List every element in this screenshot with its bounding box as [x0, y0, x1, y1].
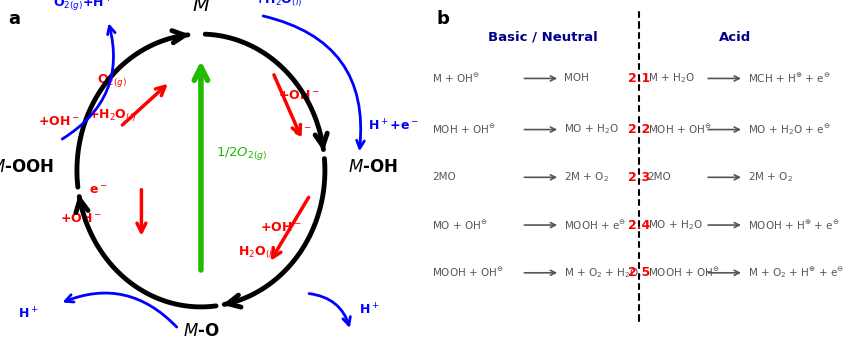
Text: 2.4: 2.4 [628, 219, 651, 232]
Text: M + H$_2$O: M + H$_2$O [648, 72, 694, 85]
Text: MOOH + e$^{\ominus}$: MOOH + e$^{\ominus}$ [564, 219, 627, 232]
Text: +OH$^-$: +OH$^-$ [261, 221, 302, 234]
Text: MO + OH$^{\ominus}$: MO + OH$^{\ominus}$ [432, 219, 487, 232]
Text: e$^-$: e$^-$ [292, 126, 311, 139]
Text: M + O$_2$ + H$^{\oplus}$ + e$^{\ominus}$: M + O$_2$ + H$^{\oplus}$ + e$^{\ominus}$ [748, 265, 844, 280]
Text: $\mathbf{\mathit{M}}$: $\mathbf{\mathit{M}}$ [192, 0, 210, 15]
Text: +H$_2$O$_{(l)}$: +H$_2$O$_{(l)}$ [115, 339, 163, 341]
Text: H$^+$: H$^+$ [359, 303, 380, 318]
Text: O$_{2(g)}$+H$^+$: O$_{2(g)}$+H$^+$ [53, 0, 113, 14]
Text: H$^+$+e$^-$: H$^+$+e$^-$ [368, 118, 418, 133]
Text: 2MO: 2MO [432, 172, 456, 182]
Text: 2.2: 2.2 [628, 123, 651, 136]
Text: MO + H$_2$O: MO + H$_2$O [648, 218, 703, 232]
Text: Acid: Acid [719, 31, 752, 44]
Text: 2.3: 2.3 [628, 171, 650, 184]
Text: M + O$_2$ + H$_2$O: M + O$_2$ + H$_2$O [564, 266, 640, 280]
Text: MCH + H$^{\oplus}$ + e$^{\ominus}$: MCH + H$^{\oplus}$ + e$^{\ominus}$ [748, 72, 831, 85]
Text: M + OH$^{\ominus}$: M + OH$^{\ominus}$ [432, 72, 480, 85]
Text: H$^+$: H$^+$ [18, 306, 38, 321]
Text: MO + H$_2$O + e$^{\ominus}$: MO + H$_2$O + e$^{\ominus}$ [748, 122, 831, 137]
Text: H$_2$O$_{(l)}$: H$_2$O$_{(l)}$ [238, 244, 276, 261]
Text: 2M + O$_2$: 2M + O$_2$ [564, 170, 610, 184]
Text: MOOH + OH$^{\ominus}$: MOOH + OH$^{\ominus}$ [432, 266, 504, 279]
Text: +H$_2$O$_{(l)}$: +H$_2$O$_{(l)}$ [87, 108, 136, 124]
Text: 2.1: 2.1 [628, 72, 651, 85]
Text: Basic / Neutral: Basic / Neutral [488, 31, 598, 44]
Text: O$_{2(g)}$: O$_{2(g)}$ [97, 72, 127, 89]
Text: $\mathbf{\mathit{M}}$-OOH: $\mathbf{\mathit{M}}$-OOH [0, 158, 53, 176]
Text: e$^-$: e$^-$ [89, 184, 108, 197]
Text: 2.5: 2.5 [628, 266, 651, 279]
Text: MOH + OH$^{\ominus}$: MOH + OH$^{\ominus}$ [432, 123, 495, 136]
Text: 2M + O$_2$: 2M + O$_2$ [748, 170, 793, 184]
Text: +OH$^-$: +OH$^-$ [38, 115, 80, 128]
Text: MOH: MOH [564, 73, 589, 84]
Text: MOH + OH$^{\ominus}$: MOH + OH$^{\ominus}$ [648, 123, 711, 136]
Text: MO + H$_2$O: MO + H$_2$O [564, 123, 619, 136]
Text: +H$_2$O$_{(l)}$: +H$_2$O$_{(l)}$ [254, 0, 302, 9]
Text: +OH$^-$: +OH$^-$ [60, 212, 102, 225]
Text: b: b [436, 10, 449, 28]
Text: MOOH + OH$^{\ominus}$: MOOH + OH$^{\ominus}$ [648, 266, 720, 279]
Text: $\mathbf{\mathit{M}}$-O: $\mathbf{\mathit{M}}$-O [183, 322, 219, 340]
Text: a: a [9, 10, 21, 28]
Text: +OH$^-$: +OH$^-$ [278, 89, 320, 102]
Text: $1/2O_{2(g)}$: $1/2O_{2(g)}$ [215, 145, 268, 162]
Text: $\mathbf{\mathit{M}}$-OH: $\mathbf{\mathit{M}}$-OH [349, 158, 398, 176]
Text: 2MO: 2MO [648, 172, 671, 182]
Text: MOOH + H$^{\oplus}$ + e$^{\ominus}$: MOOH + H$^{\oplus}$ + e$^{\ominus}$ [748, 219, 840, 232]
